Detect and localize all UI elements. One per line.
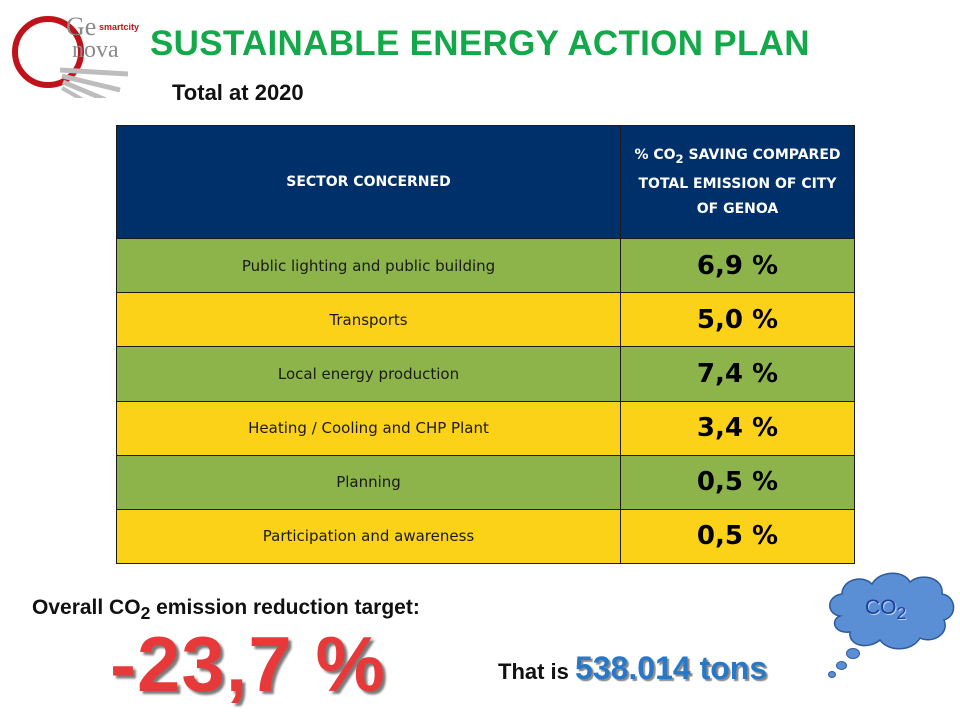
overall-label-post: emission reduction target: (150, 596, 420, 619)
sector-name: Participation and awareness (116, 508, 621, 565)
overall-target-label: Overall CO2 emission reduction target: (32, 596, 420, 624)
sector-name: Local energy production (116, 346, 621, 402)
saving-value: 3,4 % (620, 400, 855, 456)
header-sector: SECTOR CONCERNED (116, 124, 621, 240)
thought-bubble-small (828, 671, 836, 678)
table-row: Local energy production 7,4 % (116, 346, 855, 402)
sector-name: Heating / Cooling and CHP Plant (116, 400, 621, 456)
saving-value: 0,5 % (620, 454, 855, 510)
header-saving-post: SAVING COMPARED TOTAL EMISSION OF CITY O… (638, 146, 841, 217)
cloud-label-co: CO (865, 596, 897, 619)
sector-name: Planning (116, 454, 621, 510)
saving-value: 5,0 % (620, 292, 855, 348)
co2-cloud-icon (818, 568, 958, 668)
sector-savings-table: SECTOR CONCERNED % CO2 SAVING COMPARED T… (116, 124, 855, 565)
saving-value: 0,5 % (620, 508, 855, 565)
thought-bubble-large (846, 648, 860, 659)
sector-name: Public lighting and public building (116, 238, 621, 294)
table-header-row: SECTOR CONCERNED % CO2 SAVING COMPARED T… (116, 124, 855, 240)
saving-value: 7,4 % (620, 346, 855, 402)
table-row: Public lighting and public building 6,9 … (116, 238, 855, 294)
table-row: Participation and awareness 0,5 % (116, 508, 855, 565)
thought-bubble-medium (836, 661, 847, 670)
overall-label-sub: 2 (140, 603, 151, 624)
overall-label-pre: Overall CO (32, 596, 141, 619)
tons-statement: That is 538.014 tons (498, 650, 767, 687)
logo-text-nova: nova (72, 37, 119, 63)
table-row: Planning 0,5 % (116, 454, 855, 510)
header-saving: % CO2 SAVING COMPARED TOTAL EMISSION OF … (620, 124, 855, 240)
header-saving-sub: 2 (675, 151, 684, 166)
tons-value: 538.014 tons (575, 650, 768, 686)
header-saving-pre: % CO (634, 146, 676, 163)
cloud-label: CO2 (865, 596, 906, 624)
sector-name: Transports (116, 292, 621, 348)
table-row: Transports 5,0 % (116, 292, 855, 348)
genova-smartcity-logo: Ge smartcity nova (8, 8, 140, 98)
logo-text-ge: Ge (66, 12, 97, 41)
saving-value: 6,9 % (620, 238, 855, 294)
page-title: SUSTAINABLE ENERGY ACTION PLAN (150, 24, 810, 63)
that-is-prefix: That is (498, 659, 576, 684)
logo-text-smartcity: smartcity (99, 22, 140, 32)
overall-target-value: -23,7 % (110, 620, 386, 708)
page-subtitle: Total at 2020 (172, 80, 304, 105)
table-row: Heating / Cooling and CHP Plant 3,4 % (116, 400, 855, 456)
cloud-label-sub: 2 (896, 603, 907, 624)
logo-ring-icon (12, 16, 129, 98)
